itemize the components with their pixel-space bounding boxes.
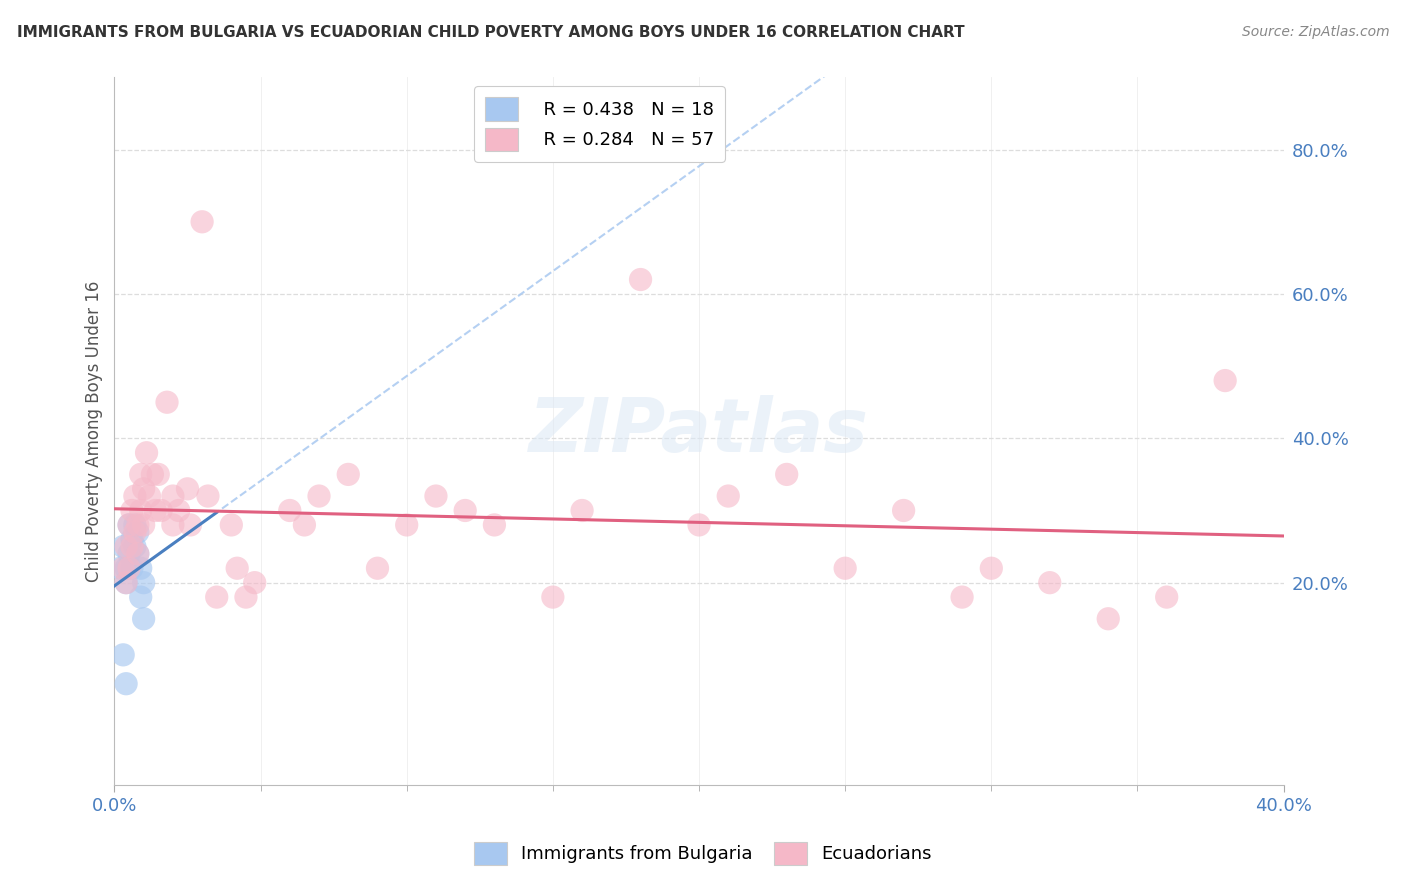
- Point: [112, 561, 135, 575]
- Point: [425, 489, 447, 503]
- Point: [138, 489, 160, 503]
- Point: [110, 561, 132, 575]
- Point: [129, 503, 152, 517]
- Point: [121, 503, 143, 517]
- Point: [132, 612, 155, 626]
- Point: [112, 648, 135, 662]
- Point: [132, 517, 155, 532]
- Point: [118, 561, 141, 575]
- Point: [950, 590, 973, 604]
- Point: [294, 517, 316, 532]
- Point: [135, 446, 157, 460]
- Point: [148, 467, 170, 482]
- Text: ZIPatlas: ZIPatlas: [529, 394, 869, 467]
- Text: IMMIGRANTS FROM BULGARIA VS ECUADORIAN CHILD POVERTY AMONG BOYS UNDER 16 CORRELA: IMMIGRANTS FROM BULGARIA VS ECUADORIAN C…: [17, 25, 965, 40]
- Point: [129, 561, 152, 575]
- Point: [980, 561, 1002, 575]
- Point: [127, 547, 149, 561]
- Point: [132, 482, 155, 496]
- Point: [132, 575, 155, 590]
- Point: [221, 517, 243, 532]
- Point: [121, 533, 143, 547]
- Point: [176, 482, 198, 496]
- Point: [115, 575, 138, 590]
- Point: [395, 517, 418, 532]
- Point: [124, 517, 146, 532]
- Y-axis label: Child Poverty Among Boys Under 16: Child Poverty Among Boys Under 16: [86, 280, 103, 582]
- Point: [1039, 575, 1062, 590]
- Point: [150, 503, 173, 517]
- Point: [115, 561, 138, 575]
- Point: [1213, 374, 1236, 388]
- Point: [688, 517, 710, 532]
- Legend:   R = 0.438   N = 18,   R = 0.284   N = 57: R = 0.438 N = 18, R = 0.284 N = 57: [474, 87, 725, 161]
- Point: [197, 489, 219, 503]
- Point: [571, 503, 593, 517]
- Point: [118, 547, 141, 561]
- Point: [834, 561, 856, 575]
- Point: [143, 503, 166, 517]
- Point: [235, 590, 257, 604]
- Point: [541, 590, 564, 604]
- Point: [162, 489, 184, 503]
- Point: [454, 503, 477, 517]
- Point: [127, 517, 149, 532]
- Point: [129, 467, 152, 482]
- Point: [121, 561, 143, 575]
- Point: [115, 676, 138, 690]
- Point: [124, 489, 146, 503]
- Point: [115, 575, 138, 590]
- Point: [366, 561, 388, 575]
- Point: [127, 525, 149, 540]
- Point: [112, 540, 135, 554]
- Point: [308, 489, 330, 503]
- Point: [167, 503, 190, 517]
- Point: [776, 467, 799, 482]
- Text: Source: ZipAtlas.com: Source: ZipAtlas.com: [1241, 25, 1389, 39]
- Legend: Immigrants from Bulgaria, Ecuadorians: Immigrants from Bulgaria, Ecuadorians: [467, 835, 939, 872]
- Point: [630, 272, 652, 286]
- Point: [179, 517, 201, 532]
- Point: [141, 467, 163, 482]
- Point: [1156, 590, 1178, 604]
- Point: [337, 467, 360, 482]
- Point: [124, 525, 146, 540]
- Point: [156, 395, 179, 409]
- Point: [129, 590, 152, 604]
- Point: [243, 575, 266, 590]
- Point: [205, 590, 228, 604]
- Point: [484, 517, 506, 532]
- Point: [162, 517, 184, 532]
- Point: [127, 547, 149, 561]
- Point: [115, 540, 138, 554]
- Point: [893, 503, 915, 517]
- Point: [226, 561, 249, 575]
- Point: [118, 517, 141, 532]
- Point: [717, 489, 740, 503]
- Point: [1097, 612, 1119, 626]
- Point: [121, 540, 143, 554]
- Point: [118, 517, 141, 532]
- Point: [124, 540, 146, 554]
- Point: [278, 503, 301, 517]
- Point: [191, 215, 214, 229]
